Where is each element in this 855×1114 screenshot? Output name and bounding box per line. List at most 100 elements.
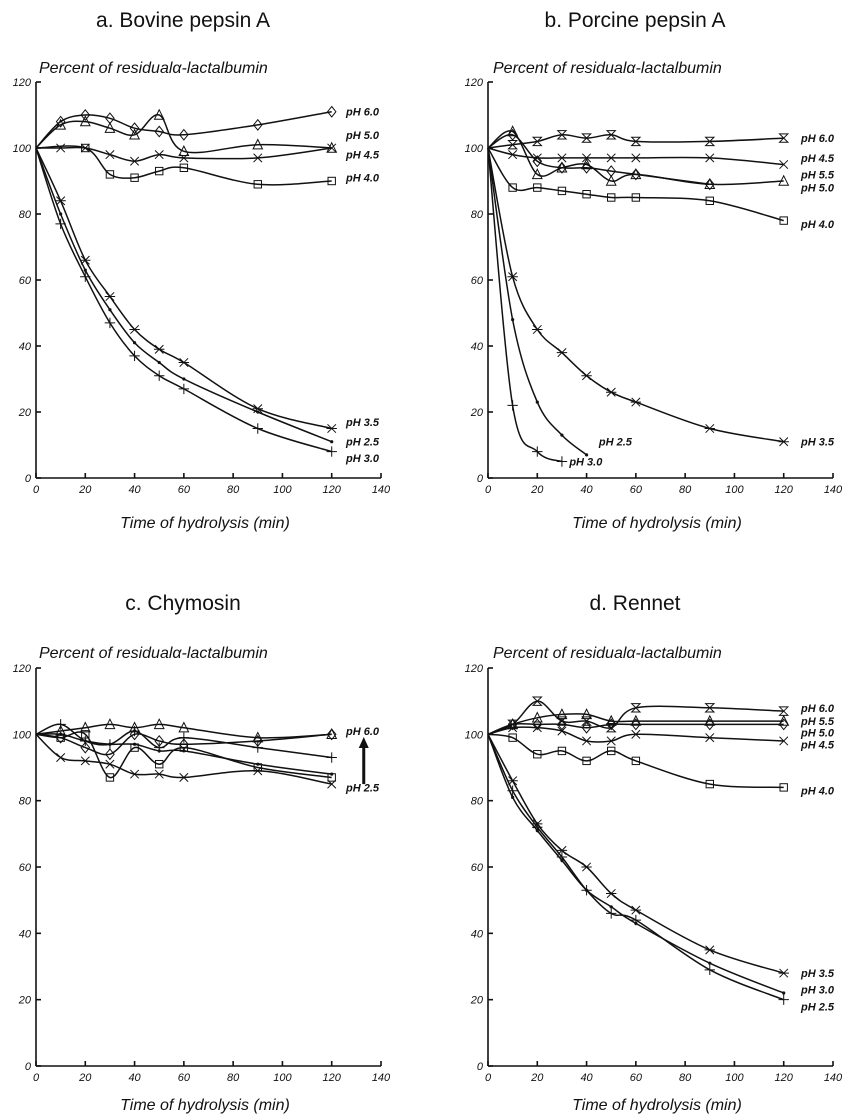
data-point-triangle [153,718,165,730]
y-tick-label: 60 [19,275,32,287]
y-tick-label: 60 [19,862,32,874]
data-point-x [56,752,66,763]
series-line-ph-2-5 [487,734,784,1001]
data-point-diamond [704,178,715,191]
data-point-hourglass [630,136,642,147]
data-point-square [557,186,567,196]
data-point-x [557,153,567,163]
chart-title: b. Porcine pepsin A [545,9,726,32]
series-ph-3-5 [487,733,789,978]
series-line-ph-3-0 [487,147,563,463]
data-point-x [105,150,115,160]
data-point-square [508,183,517,192]
data-point-triangle [252,731,264,743]
data-point-diamond [778,718,789,731]
data-point-hourglass [704,136,716,147]
data-point-hourglass [507,140,519,150]
series-label: pH 5.5 [800,169,835,181]
series-label: pH 5.0 [800,728,835,740]
series-label: pH 2.5 [345,782,380,794]
x-axis-label: Time of hydrolysis (min) [572,1097,742,1114]
data-point-triangle [178,144,190,156]
data-point-asterisk [630,397,642,407]
x-tick-label: 40 [580,1072,593,1084]
data-point-x [705,153,715,163]
series-ph-6-0 [487,696,790,736]
data-point-asterisk [532,324,543,335]
data-point-hourglass [556,716,568,726]
y-tick-label: 40 [471,928,484,940]
series-line-ph-4-0 [35,145,332,186]
data-point-square [155,759,164,769]
data-point-dot [609,905,613,909]
data-point-square [631,756,641,766]
data-point-square [130,743,139,752]
chart-panel-1: a. Bovine pepsin A Percent of residualα-l… [13,9,391,532]
y-tick-label: 40 [19,928,32,940]
data-point-plus [154,370,165,381]
series-ph-2-5 [487,734,789,1005]
data-point-diamond [80,109,91,121]
x-tick-label: 40 [128,1072,141,1084]
data-point-asterisk [778,968,789,978]
data-point-x [508,150,518,160]
series-label: pH 3.5 [800,968,835,980]
chart-title: a. Bovine pepsin A [96,9,270,32]
data-point-diamond [557,718,567,731]
series-line-ph-5-0 [35,114,332,154]
x-axis-label: Time of hydrolysis (min) [120,1097,290,1114]
data-point-diamond [532,718,543,731]
data-point-dot [157,749,161,753]
data-point-x [253,766,263,776]
data-point-triangle [79,115,91,127]
data-point-diamond [704,718,715,731]
data-point-square [179,163,189,173]
y-tick-label: 40 [471,341,484,353]
series-ph-6-0 [487,130,790,150]
series-ph-2-5 [35,733,337,789]
y-tick-label: 120 [13,77,32,89]
data-point-diamond [55,731,66,744]
x-tick-label: 100 [273,484,292,496]
y-tick-label: 0 [25,1061,32,1073]
data-point-diamond [80,741,91,754]
y-tick-label: 0 [25,473,32,485]
data-point-triangle [104,121,116,133]
data-point-diamond [326,105,337,118]
series-line-ph-3-5 [487,733,784,974]
y-tick-label: 100 [465,729,484,741]
data-point-dot [157,360,161,365]
data-point-triangle [79,721,91,733]
y-tick-label: 20 [470,995,484,1007]
series-label: pH 2.5 [800,1001,835,1013]
series-line-ph-5-5 [487,713,784,735]
data-point-x [606,736,616,746]
data-point-plus [55,719,66,730]
x-tick-label: 100 [725,1072,744,1084]
data-point-plus [129,725,140,737]
data-point-diamond [55,115,66,128]
data-point-plus [178,383,190,395]
data-point-hourglass [630,703,642,713]
series-ph-5-5 [487,708,790,735]
series-label: pH 3.5 [800,437,835,449]
series-ph-4-0 [487,733,788,792]
data-point-dot [132,341,137,345]
data-point-dot [330,440,334,444]
data-point-square [56,733,65,742]
series-label: pH 4.0 [345,173,380,185]
y-axis-label: Percent of residualα-lactalbumin [39,645,268,662]
series-line-ph-4-0 [487,147,784,222]
data-point-asterisk [556,348,568,358]
data-point-x [631,729,641,739]
data-point-hourglass [531,696,543,706]
data-point-x [56,143,66,153]
series-ph-4-0 [487,147,788,225]
y-tick-label: 100 [13,729,32,741]
series-series-3 [35,719,337,763]
series-line-ph-3-0 [487,734,784,994]
series-ph-4-0 [35,143,336,189]
x-axis-label: Time of hydrolysis (min) [572,515,742,532]
data-point-dot [535,400,539,404]
data-point-hourglass [704,703,716,713]
